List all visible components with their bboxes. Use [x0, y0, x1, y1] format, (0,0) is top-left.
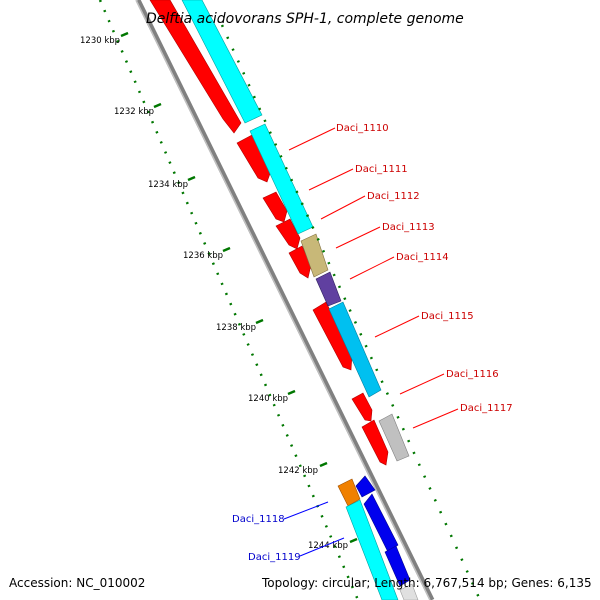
gene-label-daci-1113[interactable]: Daci_1113 — [382, 222, 435, 233]
scale-label-1244: 1244 kbp — [308, 541, 348, 551]
gene-label-daci-1116[interactable]: Daci_1116 — [446, 369, 499, 380]
scale-labels: 1230 kbp 1232 kbp 1234 kbp 1236 kbp 1238… — [80, 36, 348, 551]
reverse-cds-arrow-3 — [384, 545, 411, 587]
cds-arrow — [361, 419, 389, 466]
feature-olive — [300, 233, 329, 278]
inner-dotted-track — [220, 24, 482, 600]
gene-label-daci-1118[interactable]: Daci_1118 — [232, 514, 285, 525]
genome-backbone — [135, 0, 435, 600]
gene-labels: Daci_1110 Daci_1111 Daci_1112 Daci_1113 … — [232, 123, 513, 563]
gene-label-daci-1111[interactable]: Daci_1111 — [355, 164, 408, 175]
gene-label-daci-1115[interactable]: Daci_1115 — [421, 311, 474, 322]
genome-summary-text: Topology: circular; Length: 6,767,514 bp… — [261, 576, 592, 590]
scale-label-1232: 1232 kbp — [114, 107, 154, 117]
cds-arrow — [275, 218, 301, 250]
cds-arrow — [351, 392, 373, 422]
cds-arrow — [262, 191, 288, 223]
map-title: Delftia acidovorans SPH-1, complete geno… — [146, 11, 464, 27]
feature-purple — [315, 271, 342, 307]
feature-white-gray — [399, 583, 419, 600]
cds-arrow — [236, 134, 273, 183]
reverse-cds-arrow-2 — [363, 493, 399, 553]
gene-label-daci-1119[interactable]: Daci_1119 — [248, 552, 301, 563]
feature-light-blue — [328, 301, 382, 398]
gene-label-daci-1112[interactable]: Daci_1112 — [367, 191, 420, 202]
scale-label-1230: 1230 kbp — [80, 36, 120, 46]
gene-label-daci-1117[interactable]: Daci_1117 — [460, 403, 513, 414]
feature-cyan-3 — [345, 499, 399, 600]
outer-track-features — [181, 0, 410, 462]
scale-label-1240: 1240 kbp — [248, 394, 288, 404]
genome-backbone-highlight — [135, 0, 431, 600]
accession-text: Accession: NC_010002 — [9, 576, 145, 590]
scale-label-1242: 1242 kbp — [278, 466, 318, 476]
scale-label-1238: 1238 kbp — [216, 323, 256, 333]
scale-label-1234: 1234 kbp — [148, 180, 188, 190]
cds-arrow — [149, 0, 242, 134]
reverse-strand-features — [337, 475, 419, 600]
scale-ticks — [120, 31, 358, 544]
feature-orange — [337, 478, 361, 507]
feature-gray — [378, 413, 410, 462]
gene-label-daci-1110[interactable]: Daci_1110 — [336, 123, 389, 134]
label-leaders — [283, 127, 459, 557]
cds-arrow — [312, 301, 353, 371]
forward-strand-features — [149, 0, 389, 466]
scale-label-1236: 1236 kbp — [183, 251, 223, 261]
reverse-cds-arrow-1 — [355, 475, 376, 498]
gene-label-daci-1114[interactable]: Daci_1114 — [396, 252, 449, 263]
feature-cyan-1 — [181, 0, 263, 124]
